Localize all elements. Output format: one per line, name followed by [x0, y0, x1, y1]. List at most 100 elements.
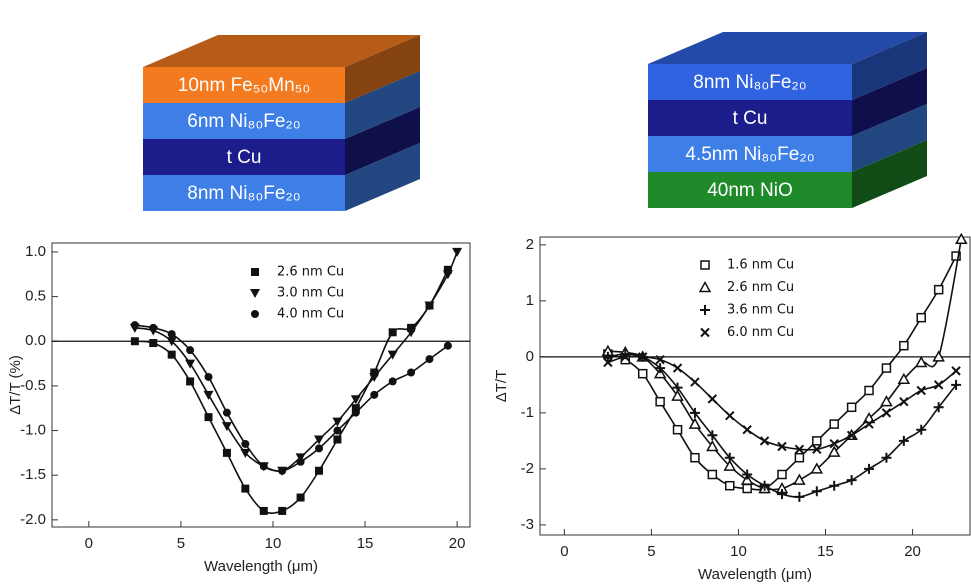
legend-label: 6.0 nm Cu	[727, 325, 794, 340]
x-tick-label: 0	[85, 535, 93, 552]
marker	[864, 463, 875, 474]
marker	[388, 377, 397, 386]
layer-front	[143, 175, 345, 211]
marker	[932, 350, 945, 362]
y-axis-label: ΔT/T (%)	[7, 355, 24, 415]
marker	[916, 424, 927, 435]
y-tick-label: 0.5	[25, 288, 46, 305]
series: 6.0 nm Cu	[603, 325, 961, 455]
marker	[864, 385, 874, 396]
marker	[370, 368, 379, 377]
marker	[810, 462, 824, 474]
marker	[776, 489, 787, 500]
series: 4.0 nm Cu	[130, 307, 452, 475]
marker	[916, 312, 927, 323]
marker	[725, 480, 735, 491]
layer-label: 8nm Ni₈₀Fe₂₀	[693, 72, 806, 93]
marker	[296, 493, 305, 502]
marker	[777, 469, 787, 480]
marker	[742, 469, 753, 480]
layer-side	[345, 71, 420, 139]
marker	[130, 321, 139, 330]
y-tick-label: 0.0	[25, 332, 46, 349]
marker	[655, 363, 666, 374]
marker	[296, 457, 305, 466]
marker	[899, 396, 909, 407]
marker	[689, 407, 700, 418]
marker	[259, 462, 268, 471]
y-tick-label: -1.5	[20, 466, 46, 483]
marker	[916, 385, 926, 396]
marker	[603, 357, 613, 368]
layer-front	[648, 172, 852, 208]
marker	[759, 436, 770, 446]
plot-frame	[51, 242, 471, 528]
legend-marker	[251, 310, 259, 318]
legend-label: 1.6 nm Cu	[727, 258, 794, 273]
marker	[672, 382, 683, 393]
marker	[897, 372, 911, 385]
layer-label: 6nm Ni₈₀Fe₂₀	[187, 111, 300, 132]
marker	[829, 419, 839, 429]
marker	[130, 337, 139, 346]
marker	[914, 355, 928, 368]
legend-marker	[700, 327, 710, 338]
layer-front	[648, 136, 852, 172]
marker	[185, 359, 196, 369]
layer-label: t Cu	[733, 108, 768, 129]
marker	[690, 452, 700, 463]
marker	[672, 363, 683, 373]
series: 2.6 nm Cu	[130, 265, 452, 515]
marker	[602, 351, 613, 362]
y-tick-label: -1.0	[20, 422, 46, 439]
marker	[259, 506, 268, 515]
marker	[933, 284, 944, 295]
marker	[955, 232, 968, 244]
marker	[186, 346, 195, 355]
layer-label: 40nm NiO	[707, 180, 793, 201]
marker	[369, 372, 380, 382]
marker	[881, 452, 892, 463]
marker	[793, 473, 806, 485]
marker	[846, 402, 857, 413]
marker	[706, 439, 719, 452]
layer-side	[852, 68, 927, 136]
marker	[203, 390, 214, 400]
marker	[653, 367, 667, 379]
marker	[315, 444, 324, 453]
layer-front	[143, 139, 345, 175]
marker	[222, 408, 231, 417]
marker	[759, 480, 770, 491]
marker	[707, 394, 718, 404]
y-tick-label: -2	[521, 460, 534, 477]
marker	[351, 408, 360, 417]
marker	[690, 377, 700, 387]
marker	[350, 395, 361, 405]
legend-label: 2.6 nm Cu	[727, 280, 794, 295]
y-axis-label: ΔT/T	[493, 370, 510, 403]
marker	[442, 270, 453, 280]
marker	[278, 466, 287, 475]
layer-side	[852, 32, 927, 100]
marker	[794, 452, 805, 463]
layer-stack: 8nm Ni₈₀Fe₂₀ t Cu 4.5nm Ni₈₀Fe₂₀ 40nm NiO	[648, 32, 927, 208]
marker	[333, 435, 342, 444]
layer-side	[345, 107, 420, 175]
marker	[829, 480, 840, 491]
y-tick-label: -3	[521, 516, 534, 533]
marker	[881, 408, 892, 418]
marker	[707, 469, 718, 480]
legend-label: 2.6 nm Cu	[277, 265, 344, 280]
layer-front	[648, 64, 852, 100]
marker	[740, 473, 754, 485]
marker	[315, 466, 324, 475]
layer-label: 10nm Fe₅₀Mn₅₀	[178, 75, 310, 96]
marker	[794, 491, 805, 502]
marker	[880, 395, 893, 407]
legend-marker	[250, 289, 260, 298]
marker	[167, 330, 176, 339]
marker	[387, 350, 398, 360]
marker	[407, 323, 416, 332]
